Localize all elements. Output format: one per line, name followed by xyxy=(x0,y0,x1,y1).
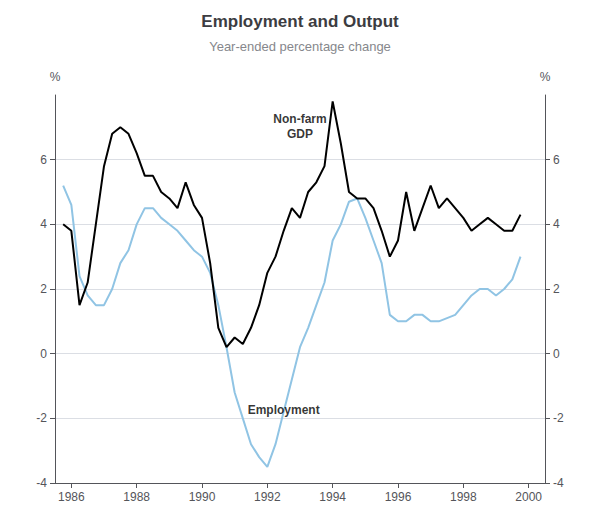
svg-text:%: % xyxy=(540,70,551,84)
svg-text:-4: -4 xyxy=(36,476,47,490)
svg-text:2000: 2000 xyxy=(515,490,542,504)
svg-text:1998: 1998 xyxy=(450,490,477,504)
svg-text:2: 2 xyxy=(553,282,560,296)
svg-text:4: 4 xyxy=(553,217,560,231)
svg-text:1990: 1990 xyxy=(189,490,216,504)
svg-text:-2: -2 xyxy=(36,411,47,425)
svg-text:Non-farm: Non-farm xyxy=(273,112,326,126)
svg-text:1986: 1986 xyxy=(58,490,85,504)
svg-text:GDP: GDP xyxy=(287,127,313,141)
svg-text:2: 2 xyxy=(40,282,47,296)
svg-text:4: 4 xyxy=(40,217,47,231)
svg-text:%: % xyxy=(50,70,61,84)
svg-text:0: 0 xyxy=(40,347,47,361)
svg-text:Employment: Employment xyxy=(248,403,320,417)
svg-text:Year-ended percentage change: Year-ended percentage change xyxy=(209,39,391,54)
svg-text:1992: 1992 xyxy=(254,490,281,504)
svg-text:-2: -2 xyxy=(553,411,564,425)
svg-text:1988: 1988 xyxy=(123,490,150,504)
svg-text:6: 6 xyxy=(553,153,560,167)
svg-text:-4: -4 xyxy=(553,476,564,490)
svg-text:6: 6 xyxy=(40,153,47,167)
svg-text:1996: 1996 xyxy=(385,490,412,504)
svg-text:Employment and Output: Employment and Output xyxy=(201,12,399,31)
svg-text:0: 0 xyxy=(553,347,560,361)
svg-text:1994: 1994 xyxy=(319,490,346,504)
